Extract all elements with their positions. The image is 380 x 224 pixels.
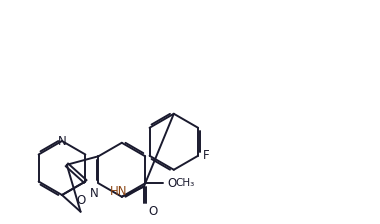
Text: O: O [76, 194, 85, 207]
Text: F: F [203, 149, 210, 162]
Text: N: N [89, 187, 98, 200]
Text: HN: HN [110, 185, 128, 198]
Text: O: O [149, 205, 158, 218]
Text: O: O [167, 177, 176, 190]
Text: N: N [58, 134, 66, 147]
Text: CH₃: CH₃ [175, 178, 195, 188]
